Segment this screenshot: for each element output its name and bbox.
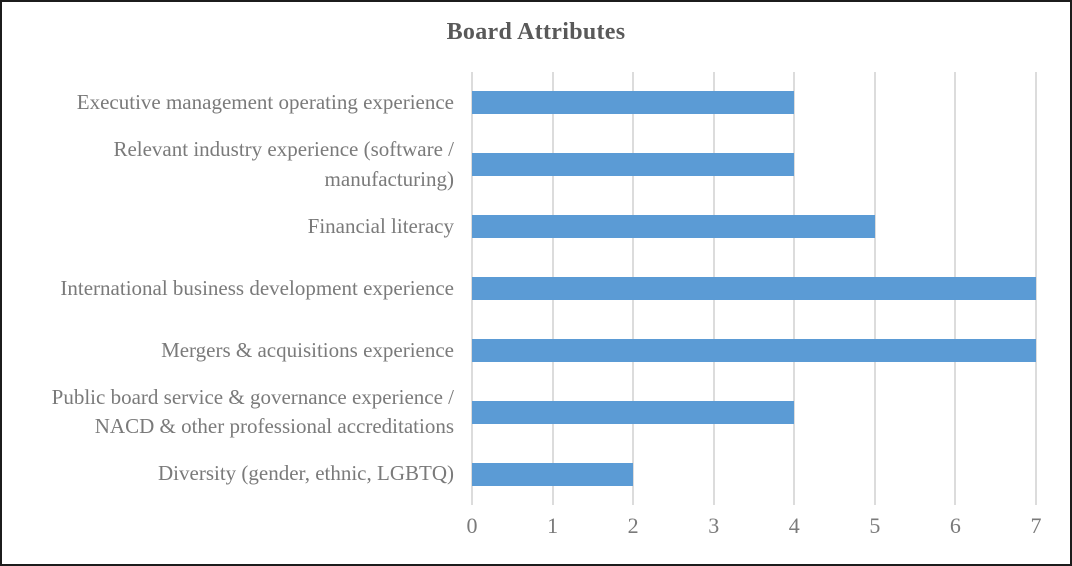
category-label-text: Diversity (gender, ethnic, LGBTQ) (158, 461, 454, 486)
bar-row (472, 196, 1036, 258)
category-label-text: International business development exper… (60, 275, 454, 300)
x-tick-label: 4 (788, 513, 800, 538)
plot-area (471, 72, 1037, 505)
bar (472, 338, 1036, 362)
category-label: International business development exper… (10, 258, 454, 320)
category-label-text: Financial literacy (307, 213, 454, 238)
x-tick-label: 5 (869, 513, 881, 538)
bar-row (472, 72, 1036, 134)
bar (472, 153, 795, 177)
chart-title: Board Attributes (446, 19, 626, 45)
category-label: Relevant industry experience (software /… (10, 134, 454, 196)
category-label: Diversity (gender, ethnic, LGBTQ) (10, 443, 454, 505)
bar (472, 462, 634, 486)
bar-row (472, 443, 1036, 505)
x-tick-label: 0 (466, 513, 478, 538)
bars (472, 72, 1036, 505)
bar-row (472, 258, 1036, 320)
category-labels: Executive management operating experienc… (10, 72, 454, 505)
category-label-text: Relevant industry experience (software /… (113, 137, 454, 191)
x-tick-label: 6 (949, 513, 961, 538)
x-tick-label: 1 (547, 513, 559, 538)
bar-row (472, 134, 1036, 196)
gridline (1035, 72, 1037, 505)
x-tick-label: 2 (627, 513, 639, 538)
x-tick-label: 3 (708, 513, 720, 538)
x-axis-ticks: 0 1 2 3 4 5 6 7 (467, 513, 1042, 543)
bar-row (472, 319, 1036, 381)
category-label-text: Public board service & governance experi… (51, 384, 454, 439)
x-tick-label: 7 (1030, 513, 1042, 538)
category-label: Financial literacy (10, 196, 454, 258)
category-label: Executive management operating experienc… (10, 72, 454, 134)
category-label-text: Mergers & acquisitions experience (161, 337, 454, 362)
category-label-text: Executive management operating experienc… (76, 90, 454, 115)
bar (472, 277, 1036, 300)
bar (472, 400, 795, 424)
category-label: Public board service & governance experi… (10, 381, 454, 443)
category-label: Mergers & acquisitions experience (10, 319, 454, 381)
bar (472, 91, 795, 115)
bar (472, 215, 875, 239)
bar-row (472, 381, 1036, 443)
